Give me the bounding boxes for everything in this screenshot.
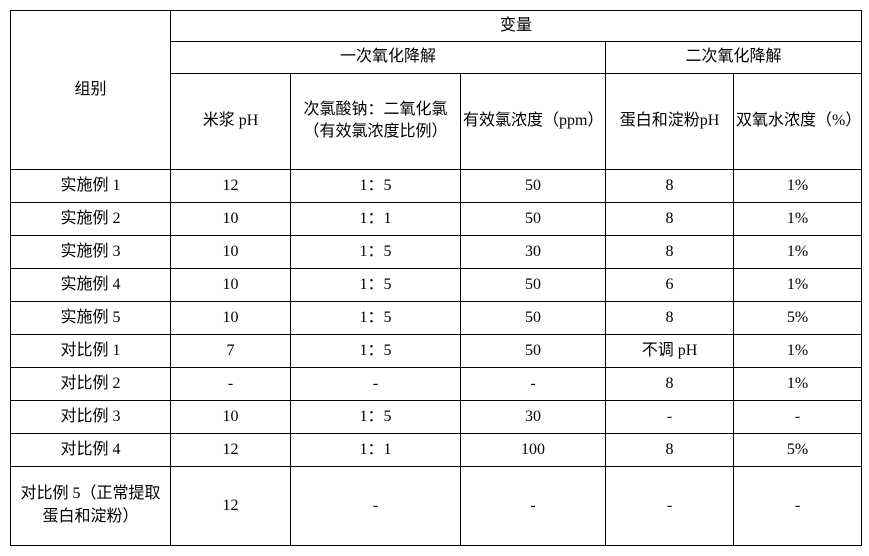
cell-h2o2: 1% [734, 169, 862, 202]
cell-protein-ph: 8 [606, 367, 734, 400]
table-row: 实施例 1 12 1：5 50 8 1% [11, 169, 862, 202]
col-hypochlorite: 次氯酸钠：二氧化氯（有效氯浓度比例） [291, 73, 461, 169]
cell-rice-ph: 10 [171, 400, 291, 433]
cell-label: 实施例 2 [11, 202, 171, 235]
col-protein-ph: 蛋白和淀粉pH [606, 73, 734, 169]
table-row: 实施例 5 10 1：5 50 8 5% [11, 301, 862, 334]
cell-chlorine: 50 [461, 202, 606, 235]
cell-chlorine: - [461, 367, 606, 400]
table-row: 对比例 3 10 1：5 30 - - [11, 400, 862, 433]
table-row: 对比例 2 - - - 8 1% [11, 367, 862, 400]
cell-label: 实施例 1 [11, 169, 171, 202]
cell-protein-ph: 8 [606, 202, 734, 235]
cell-ratio: 1：5 [291, 400, 461, 433]
cell-protein-ph: 8 [606, 169, 734, 202]
cell-rice-ph: 10 [171, 268, 291, 301]
cell-h2o2: - [734, 400, 862, 433]
cell-chlorine: 50 [461, 268, 606, 301]
cell-rice-ph: 12 [171, 433, 291, 466]
cell-h2o2: 5% [734, 433, 862, 466]
cell-label: 对比例 4 [11, 433, 171, 466]
cell-chlorine: 50 [461, 301, 606, 334]
cell-label: 实施例 3 [11, 235, 171, 268]
cell-label: 对比例 3 [11, 400, 171, 433]
table-row: 对比例 5（正常提取蛋白和淀粉） 12 - - - - [11, 466, 862, 545]
cell-h2o2: 1% [734, 202, 862, 235]
table-row: 实施例 4 10 1：5 50 6 1% [11, 268, 862, 301]
cell-ratio: 1：5 [291, 169, 461, 202]
table-row: 对比例 1 7 1：5 50 不调 pH 1% [11, 334, 862, 367]
col-variable: 变量 [171, 11, 862, 42]
cell-ratio: - [291, 367, 461, 400]
cell-rice-ph: 10 [171, 301, 291, 334]
cell-protein-ph: 8 [606, 433, 734, 466]
cell-protein-ph: 不调 pH [606, 334, 734, 367]
col-second-ox: 二次氧化降解 [606, 42, 862, 73]
col-group: 组别 [11, 11, 171, 170]
cell-chlorine: 50 [461, 169, 606, 202]
table-row: 对比例 4 12 1：1 100 8 5% [11, 433, 862, 466]
cell-ratio: 1：5 [291, 268, 461, 301]
cell-h2o2: - [734, 466, 862, 545]
cell-protein-ph: - [606, 400, 734, 433]
table-body: 实施例 1 12 1：5 50 8 1% 实施例 2 10 1：1 50 8 1… [11, 169, 862, 545]
cell-rice-ph: 10 [171, 235, 291, 268]
cell-protein-ph: - [606, 466, 734, 545]
cell-protein-ph: 8 [606, 235, 734, 268]
cell-rice-ph: - [171, 367, 291, 400]
cell-chlorine: 30 [461, 235, 606, 268]
cell-rice-ph: 10 [171, 202, 291, 235]
cell-rice-ph: 7 [171, 334, 291, 367]
cell-label: 实施例 4 [11, 268, 171, 301]
cell-ratio: 1：5 [291, 235, 461, 268]
cell-ratio: 1：1 [291, 433, 461, 466]
col-h2o2-conc: 双氧水浓度（%） [734, 73, 862, 169]
cell-chlorine: 50 [461, 334, 606, 367]
cell-ratio: 1：5 [291, 334, 461, 367]
table-header: 组别 变量 一次氧化降解 二次氧化降解 米浆 pH 次氯酸钠：二氧化氯（有效氯浓… [11, 11, 862, 170]
cell-label: 对比例 5（正常提取蛋白和淀粉） [11, 466, 171, 545]
cell-chlorine: 30 [461, 400, 606, 433]
cell-rice-ph: 12 [171, 169, 291, 202]
cell-h2o2: 1% [734, 334, 862, 367]
cell-protein-ph: 8 [606, 301, 734, 334]
table-row: 实施例 2 10 1：1 50 8 1% [11, 202, 862, 235]
cell-ratio: - [291, 466, 461, 545]
experiment-table: 组别 变量 一次氧化降解 二次氧化降解 米浆 pH 次氯酸钠：二氧化氯（有效氯浓… [10, 10, 862, 546]
cell-protein-ph: 6 [606, 268, 734, 301]
cell-label: 实施例 5 [11, 301, 171, 334]
cell-ratio: 1：1 [291, 202, 461, 235]
cell-h2o2: 5% [734, 301, 862, 334]
cell-chlorine: 100 [461, 433, 606, 466]
cell-h2o2: 1% [734, 268, 862, 301]
col-chlorine-conc: 有效氯浓度（ppm） [461, 73, 606, 169]
table-row: 实施例 3 10 1：5 30 8 1% [11, 235, 862, 268]
cell-h2o2: 1% [734, 235, 862, 268]
cell-chlorine: - [461, 466, 606, 545]
cell-label: 对比例 2 [11, 367, 171, 400]
cell-ratio: 1：5 [291, 301, 461, 334]
col-first-ox: 一次氧化降解 [171, 42, 606, 73]
cell-h2o2: 1% [734, 367, 862, 400]
cell-label: 对比例 1 [11, 334, 171, 367]
col-rice-ph: 米浆 pH [171, 73, 291, 169]
cell-rice-ph: 12 [171, 466, 291, 545]
